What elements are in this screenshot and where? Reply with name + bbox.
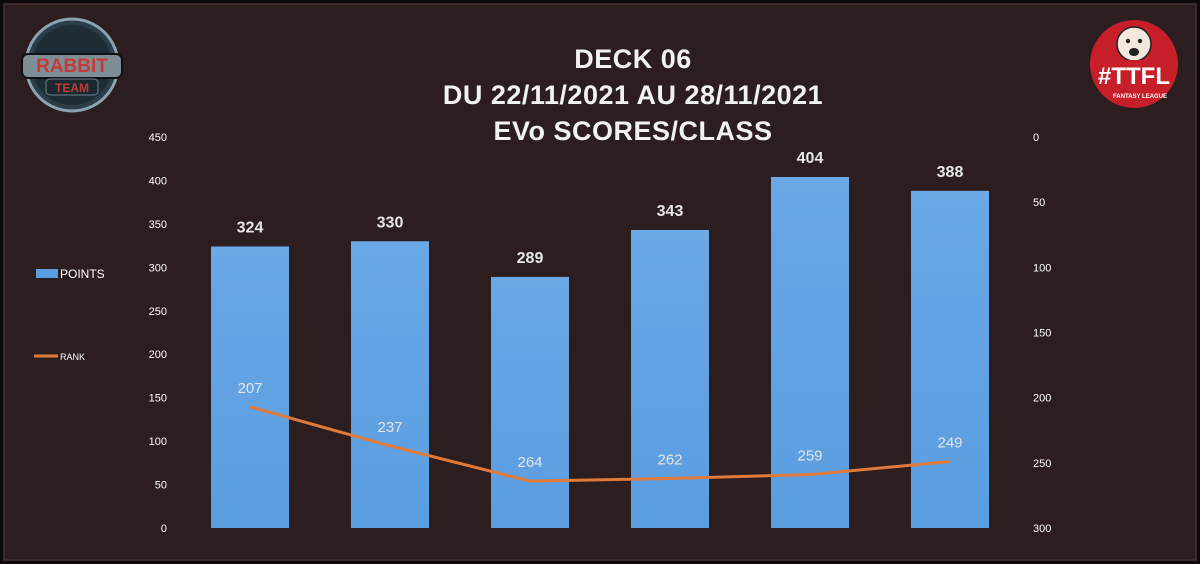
logo-left-text-top: RABBIT (36, 56, 108, 77)
y-axis-left: 0 50 100 150 200 250 300 350 400 450 (149, 132, 167, 535)
bar-1 (351, 241, 429, 528)
rank-label-0: 207 (237, 380, 262, 397)
logo-left-text-bottom: TEAM (55, 81, 89, 95)
y-left-tick-7: 350 (149, 219, 167, 231)
rabbit-team-logo: RABBIT TEAM (21, 17, 123, 113)
y-right-tick-3: 150 (1033, 328, 1051, 340)
chart-title: DECK 06 DU 22/11/2021 AU 28/11/2021 EVo … (303, 41, 963, 149)
y-left-tick-8: 400 (149, 175, 167, 187)
y-right-tick-6: 300 (1033, 523, 1051, 535)
bar-5 (911, 190, 989, 529)
bar-label-5: 388 (937, 164, 964, 181)
bar-0 (211, 246, 289, 529)
y-left-tick-5: 250 (149, 306, 167, 318)
rank-labels: 207 237 264 262 259 249 (237, 380, 962, 471)
legend-swatch-points (36, 269, 58, 278)
y-right-tick-2: 100 (1033, 262, 1051, 274)
y-left-tick-0: 0 (161, 523, 167, 535)
bar-labels: 324 330 289 343 404 388 (237, 150, 964, 267)
y-right-tick-5: 250 (1033, 458, 1051, 470)
bars-points (211, 176, 989, 529)
rank-label-4: 259 (797, 448, 822, 465)
title-line-2: DU 22/11/2021 AU 28/11/2021 (442, 80, 824, 110)
bar-2 (491, 276, 569, 528)
bar-4 (771, 176, 849, 529)
title-line-1: DECK 06 (574, 44, 692, 74)
rank-label-2: 264 (517, 454, 542, 471)
y-right-tick-1: 50 (1033, 197, 1045, 209)
bar-label-2: 289 (517, 250, 544, 267)
y-left-tick-6: 300 (149, 262, 167, 274)
legend: POINTS RANK (34, 267, 105, 362)
ttfl-logo: #TTFL FANTASY LEAGUE (1090, 20, 1178, 108)
y-right-tick-0: 0 (1033, 132, 1039, 144)
y-right-tick-4: 200 (1033, 393, 1051, 405)
bar-label-4: 404 (797, 150, 824, 167)
y-left-tick-2: 100 (149, 436, 167, 448)
bar-label-0: 324 (237, 219, 264, 236)
rank-label-5: 249 (937, 435, 962, 452)
legend-label-rank: RANK (60, 352, 85, 362)
y-left-tick-3: 150 (149, 393, 167, 405)
y-left-tick-1: 50 (155, 480, 167, 492)
legend-label-points: POINTS (60, 267, 105, 281)
rank-label-1: 237 (377, 419, 402, 436)
rank-line (249, 405, 951, 483)
bar-label-3: 343 (657, 203, 684, 220)
rank-label-3: 262 (657, 451, 682, 468)
y-left-tick-9: 450 (149, 132, 167, 144)
title-line-3: EVo SCORES/CLASS (493, 116, 773, 146)
logo-right-text: #TTFL (1098, 63, 1170, 90)
bar-3 (631, 229, 709, 528)
bar-label-1: 330 (377, 214, 404, 231)
logo-right-subtext: FANTASY LEAGUE (1113, 94, 1167, 100)
y-axis-right: 0 50 100 150 200 250 300 (1033, 132, 1051, 535)
y-left-tick-4: 200 (149, 349, 167, 361)
